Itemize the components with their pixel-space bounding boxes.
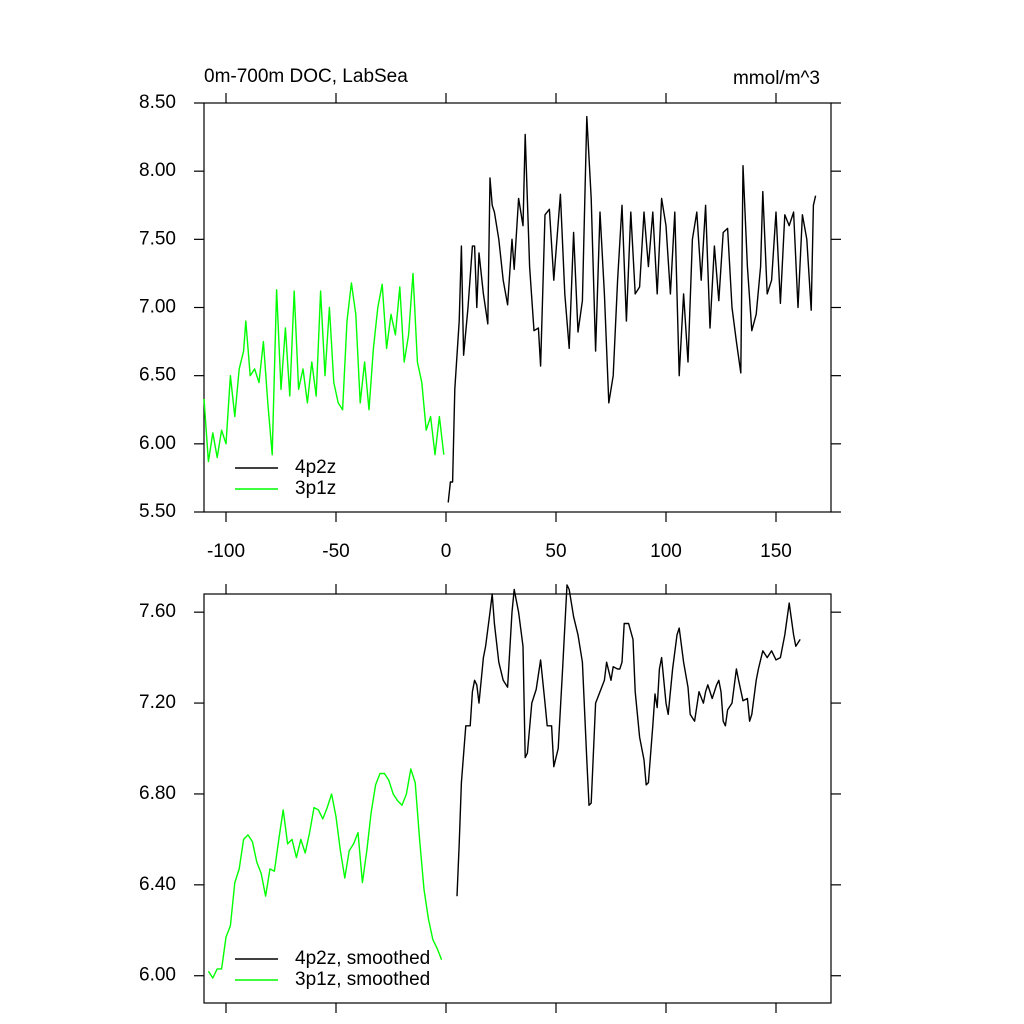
x-tick-label: 50	[545, 541, 566, 562]
units-label: mmol/m^3	[733, 68, 820, 89]
x-tick-label: -100	[207, 541, 245, 562]
series-line	[203, 272, 445, 463]
y-tick-label: 6.80	[139, 783, 176, 804]
plot-frame	[203, 102, 832, 513]
legend-label: 4p2z, smoothed	[295, 948, 430, 969]
y-tick-label: 6.00	[139, 965, 176, 986]
y-tick-label: 8.00	[139, 160, 176, 181]
series-line	[447, 115, 817, 503]
y-tick-label: 7.20	[139, 692, 176, 713]
series-line	[456, 584, 801, 897]
y-tick-label: 8.50	[139, 92, 176, 113]
x-tick-label: 150	[760, 541, 792, 562]
legend-label: 3p1z	[295, 478, 336, 499]
y-tick-label: 5.50	[139, 501, 176, 522]
y-tick-label: 7.00	[139, 297, 176, 318]
legend-label: 3p1z, smoothed	[295, 969, 430, 990]
y-tick-label: 7.60	[139, 601, 176, 622]
x-tick-label: -50	[322, 541, 349, 562]
series-line	[207, 768, 443, 979]
y-tick-label: 6.40	[139, 874, 176, 895]
y-tick-label: 6.50	[139, 365, 176, 386]
plot-frame	[203, 593, 832, 1004]
x-tick-label: 0	[441, 541, 452, 562]
y-tick-label: 7.50	[139, 228, 176, 249]
legend-label: 4p2z	[295, 457, 336, 478]
chart-title: 0m-700m DOC, LabSea	[204, 66, 408, 87]
y-tick-label: 6.00	[139, 433, 176, 454]
x-tick-label: 100	[650, 541, 682, 562]
